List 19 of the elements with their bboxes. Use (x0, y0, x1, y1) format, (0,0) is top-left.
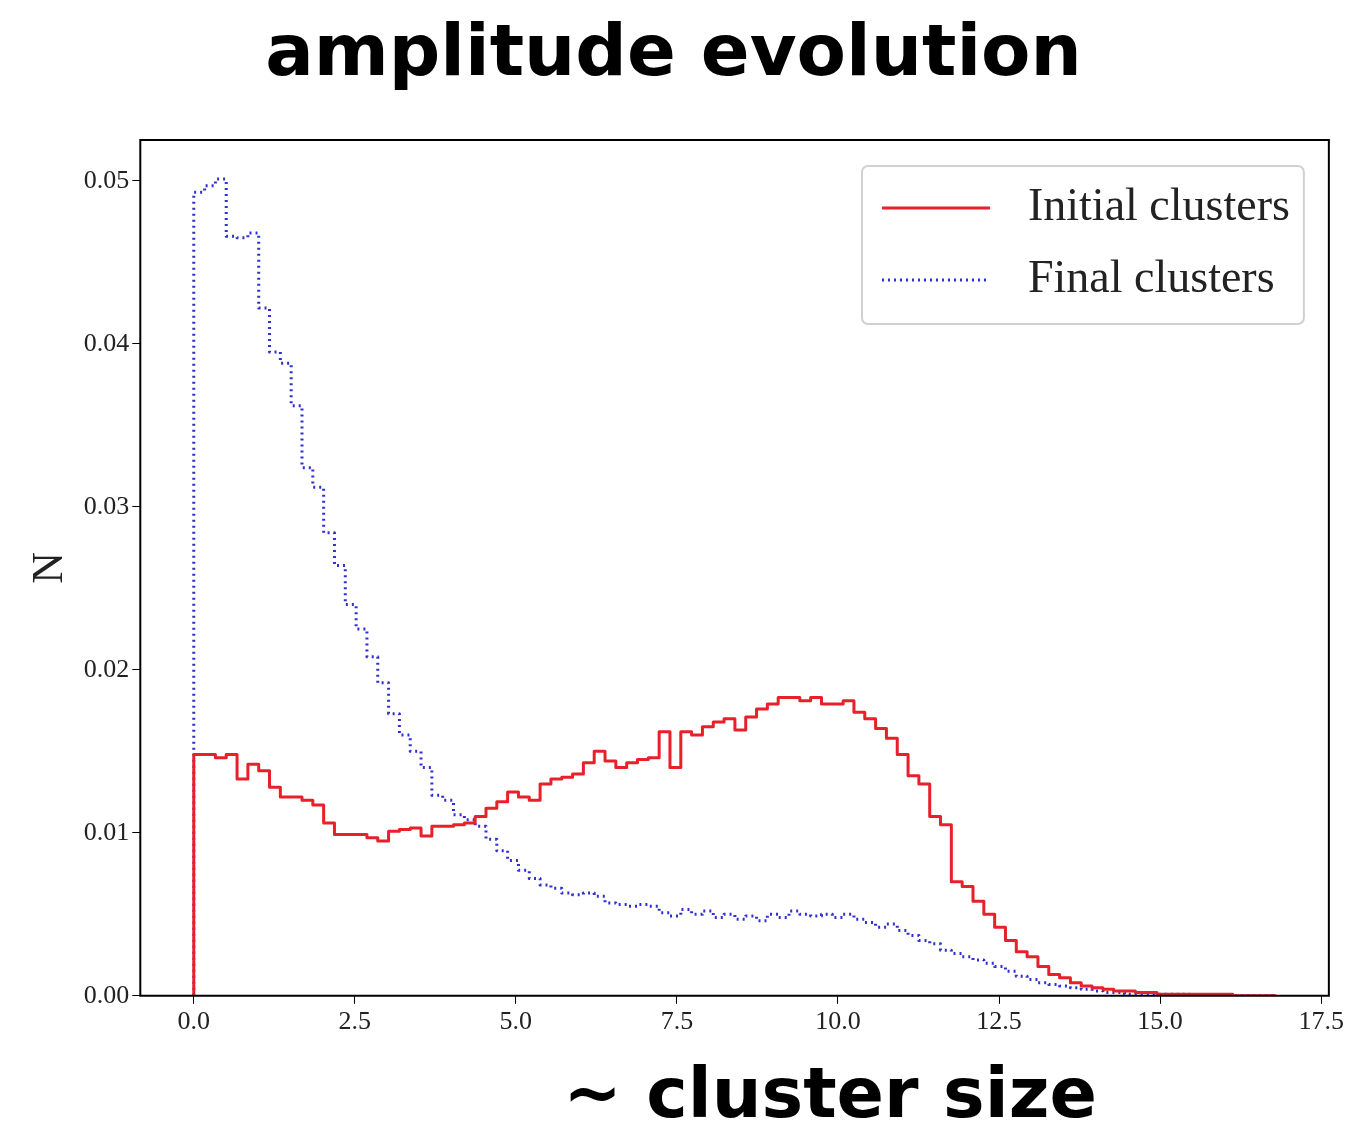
text: ~ cluster size (562, 1052, 1098, 1129)
x-tick-label: 10.0 (815, 1006, 861, 1036)
legend-label: Final clusters (1027, 251, 1275, 303)
y-tick-label: 0.05 (83, 164, 130, 194)
y-tick-label: 0.00 (83, 979, 130, 1009)
legend-label: Initial clusters (1027, 179, 1290, 231)
y-tick-label: 0.01 (83, 816, 130, 846)
y-tick-label: 0.02 (83, 653, 130, 683)
x-tick-label: 15.0 (1137, 1006, 1183, 1036)
y-tick-label: 0.03 (83, 490, 130, 520)
chart-title: amplitude evolution (264, 8, 1083, 92)
y-axis-title: N (22, 552, 72, 584)
x-tick-label: 7.5 (660, 1006, 694, 1036)
x-tick-label: 0.0 (177, 1006, 211, 1036)
y-tick-label: 0.04 (83, 327, 130, 357)
x-tick-label: 12.5 (976, 1006, 1022, 1036)
x-tick-label: 17.5 (1298, 1006, 1344, 1036)
x-tick-label: 2.5 (338, 1006, 372, 1036)
x-tick-label: 5.0 (499, 1006, 533, 1036)
